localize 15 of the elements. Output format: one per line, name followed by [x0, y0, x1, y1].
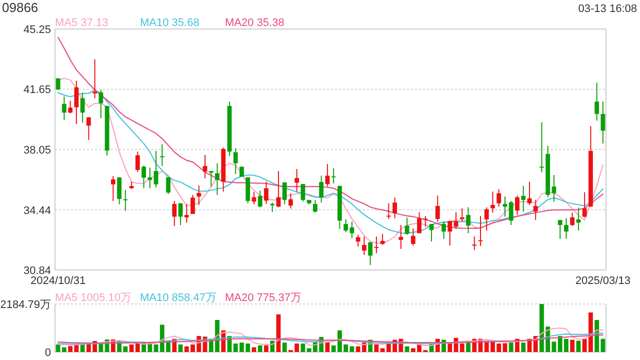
text: MA20 775.37万 [225, 292, 302, 304]
y-tick-label: 45.25 [23, 24, 51, 36]
y-tick-label: 38.05 [23, 144, 51, 156]
y-tick-label: 30.84 [23, 265, 51, 277]
text: 03-13 16:08 [578, 3, 637, 15]
y-tick-label: 41.65 [23, 84, 51, 96]
text: MA10 858.47万 [140, 292, 216, 304]
text: MA20 35.38 [225, 17, 284, 29]
y-tick-label: 0 [44, 347, 51, 359]
text: MA5 37.13 [55, 17, 108, 29]
chart-title: 09866 [2, 0, 38, 15]
text: MA5 1005.10万 [55, 292, 132, 304]
text: MA10 35.68 [140, 17, 200, 29]
y-tick-label: 34.44 [23, 204, 51, 217]
y-tick-label: 2184.79万 [0, 299, 51, 311]
